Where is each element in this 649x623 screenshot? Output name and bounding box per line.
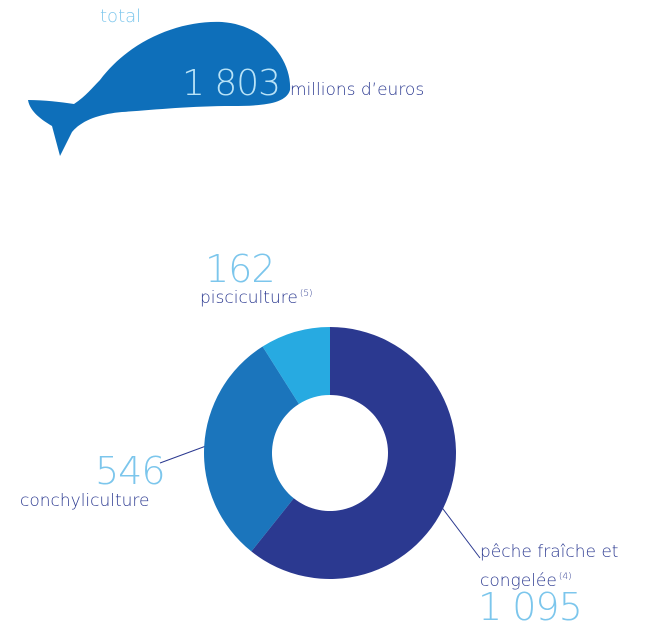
whale	[28, 21, 291, 156]
note: (5)	[299, 289, 313, 299]
value-label: 1 095	[478, 585, 583, 623]
category-label: pêche fraîche et congelée (4)	[480, 540, 640, 594]
total-value: 1 803	[182, 63, 281, 104]
total-label: total	[100, 6, 142, 27]
category-label: conchyliculture	[20, 491, 150, 511]
category-label: pisciculture (5)	[200, 290, 313, 307]
donut-segment	[203, 346, 299, 552]
leader-line	[439, 504, 481, 559]
category-name: pêche fraîche et congelée	[480, 542, 619, 591]
note: (4)	[558, 572, 572, 582]
value-label: 546	[95, 449, 166, 493]
donut-segment	[262, 327, 330, 404]
donut-segment	[251, 327, 456, 579]
leader-line	[159, 445, 207, 464]
value-label: 162	[205, 247, 276, 291]
unit: millions d’euros	[290, 80, 425, 100]
category-name: pisciculture	[200, 288, 298, 308]
